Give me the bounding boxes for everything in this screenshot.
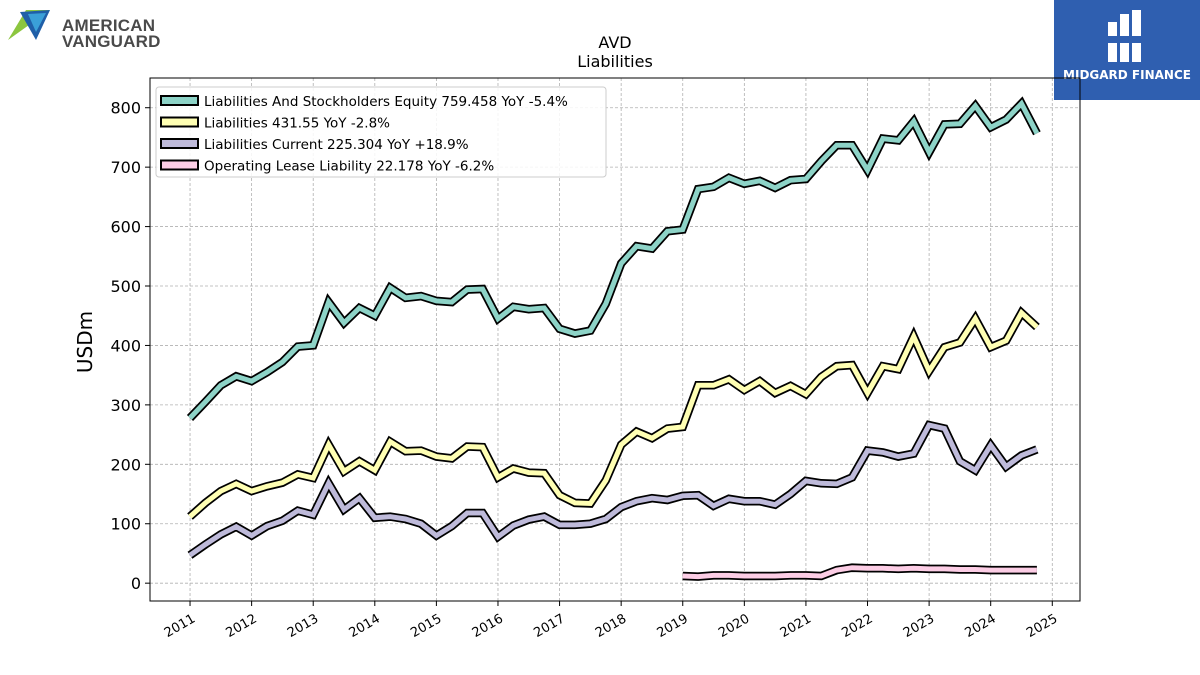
- x-tick-label: 2020: [716, 611, 752, 641]
- series-line: [188, 422, 1038, 558]
- x-tick-label: 2023: [901, 611, 937, 641]
- midgard-emblem-icon: [1106, 10, 1144, 62]
- x-tick-label: 2014: [347, 611, 383, 641]
- legend: Liabilities And Stockholders Equity 759.…: [155, 86, 607, 178]
- legend-label: Liabilities And Stockholders Equity 759.…: [204, 94, 568, 110]
- plot-frame: [149, 77, 1081, 602]
- y-tick-label: 100: [110, 515, 141, 534]
- series-3: [187, 420, 1039, 559]
- y-tick-label: 800: [110, 99, 141, 118]
- legend-swatch: [160, 138, 199, 149]
- x-tick-label: 2024: [963, 611, 999, 641]
- chart-title: AVD: [598, 33, 631, 52]
- series-line: [188, 99, 1040, 420]
- y-axis-label: USDm: [73, 311, 97, 373]
- y-tick-label: 600: [110, 218, 141, 237]
- y-axis: 0 100 200 300 400 500 600 700 800: [110, 99, 150, 593]
- y-tick-label: 300: [110, 396, 141, 415]
- series-1: [186, 96, 1041, 421]
- logo-line-1: AMERICAN: [62, 16, 156, 35]
- x-tick-label: 2011: [162, 611, 198, 641]
- y-tick-label: 400: [110, 336, 141, 355]
- y-tick-label: 200: [110, 455, 141, 474]
- chart-subtitle: Liabilities: [577, 52, 653, 71]
- legend-swatch: [160, 159, 199, 171]
- legend-label: Liabilities Current 225.304 YoY +18.9%: [204, 137, 469, 153]
- x-tick-label: 2015: [408, 611, 444, 641]
- y-tick-label: 500: [110, 277, 141, 296]
- y-tick-label: 700: [110, 158, 141, 177]
- x-tick-label: 2017: [531, 611, 567, 641]
- legend-box: [155, 86, 607, 178]
- legend-swatch: [160, 95, 199, 106]
- y-tick-label: 0: [131, 574, 141, 593]
- legend-label: Operating Lease Liability 22.178 YoY -6.…: [204, 159, 494, 175]
- x-tick-label: 2013: [285, 611, 321, 641]
- x-axis: 2011 2012 2013 2014 2015 2016 2017 2018 2019 2020…: [162, 601, 1060, 641]
- series-line-outline: [187, 420, 1039, 559]
- x-tick-label: 2012: [223, 611, 259, 641]
- legend-swatch: [160, 116, 199, 128]
- series-line: [682, 565, 1037, 580]
- x-tick-label: 2019: [655, 611, 691, 641]
- series-2: [187, 306, 1040, 520]
- x-tick-label: 2018: [593, 611, 629, 641]
- series-4: [682, 563, 1037, 581]
- x-tick-label: 2022: [839, 611, 875, 641]
- logo-line-2: VANGUARD: [62, 32, 161, 51]
- vanguard-leaf-icon: [8, 10, 50, 40]
- x-tick-label: 2025: [1024, 611, 1060, 641]
- series-layer: [186, 96, 1041, 581]
- x-tick-label: 2021: [778, 611, 814, 641]
- midgard-finance-text: MIDGARD FINANCE: [1063, 68, 1191, 82]
- x-tick-label: 2016: [470, 611, 506, 641]
- american-vanguard-logo: AMERICAN VANGUARD: [6, 8, 166, 50]
- legend-label: Liabilities 431.55 YoY -2.8%: [204, 116, 390, 132]
- series-line: [188, 308, 1039, 519]
- midgard-finance-logo: MIDGARD FINANCE: [1054, 0, 1200, 100]
